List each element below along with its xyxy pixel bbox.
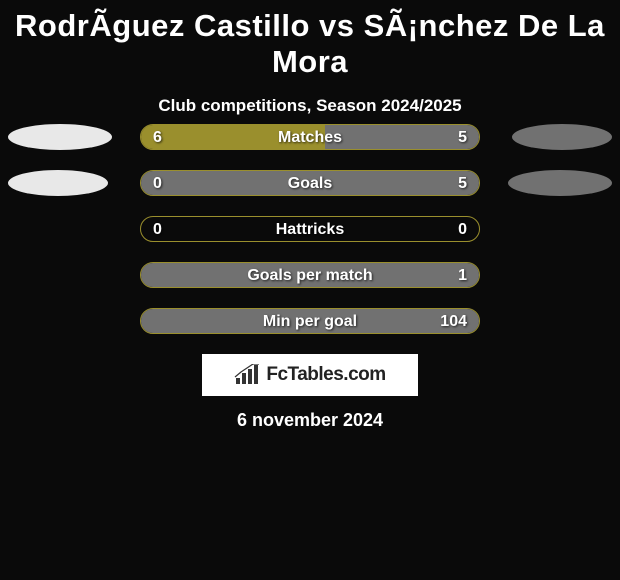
stat-row: Goals per match1 [0, 262, 620, 288]
logo-box: FcTables.com [202, 354, 418, 396]
stat-bar: Matches6 5 [140, 124, 480, 150]
stat-label: Matches [141, 125, 479, 150]
page-title: RodrÃ­guez Castillo vs SÃ¡nchez De La Mo… [0, 0, 620, 80]
left-ellipse [8, 124, 112, 150]
stat-row: Goals0 5 [0, 170, 620, 196]
subtitle: Club competitions, Season 2024/2025 [0, 96, 620, 116]
comparison-infographic: RodrÃ­guez Castillo vs SÃ¡nchez De La Mo… [0, 0, 620, 580]
stat-bar: Goals0 5 [140, 170, 480, 196]
stat-label: Min per goal [141, 309, 479, 334]
bars-icon [234, 364, 260, 386]
left-ellipse [8, 170, 108, 196]
right-ellipse [512, 124, 612, 150]
logo-text: FcTables.com [266, 364, 385, 386]
right-ellipse [508, 170, 612, 196]
stat-bar: Min per goal104 [140, 308, 480, 334]
stat-label: Goals [141, 171, 479, 196]
stat-value-right: 5 [458, 125, 467, 150]
stat-value-right: 104 [440, 309, 467, 334]
stat-value-right: 1 [458, 263, 467, 288]
stat-value-left: 6 [153, 125, 162, 150]
stat-row: Hattricks0 0 [0, 216, 620, 242]
stat-bar: Hattricks0 0 [140, 216, 480, 242]
stat-row: Min per goal104 [0, 308, 620, 334]
stat-row: Matches6 5 [0, 124, 620, 150]
stat-value-right: 5 [458, 171, 467, 196]
stat-bar: Goals per match1 [140, 262, 480, 288]
date-text: 6 november 2024 [0, 410, 620, 431]
stat-value-right: 0 [458, 217, 467, 242]
stat-label: Hattricks [141, 217, 479, 242]
stat-label: Goals per match [141, 263, 479, 288]
stat-value-left: 0 [153, 171, 162, 196]
stat-value-left: 0 [153, 217, 162, 242]
